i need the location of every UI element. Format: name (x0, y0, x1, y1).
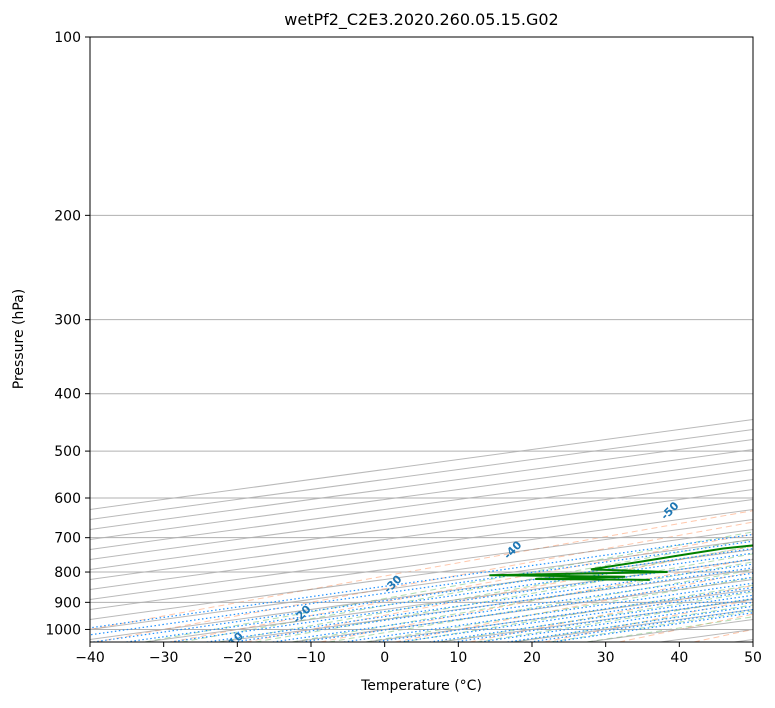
moist-adiabat-line (586, 616, 753, 642)
isotherm-line (90, 518, 753, 610)
x-tick-label: 0 (380, 650, 389, 666)
mixing-ratio-line (399, 590, 753, 642)
y-tick-label: 700 (54, 531, 81, 547)
mixing-ratio-line (429, 594, 753, 642)
moist-adiabat-line (476, 598, 753, 642)
x-tick-label: 50 (744, 650, 762, 666)
x-tick-label: −20 (223, 650, 253, 666)
chart-title: wetPf2_C2E3.2020.260.05.15.G02 (284, 10, 559, 29)
y-tick-label: 600 (54, 491, 81, 507)
isotherm-line (90, 468, 753, 560)
x-tick-label: 30 (597, 650, 615, 666)
isotherm-line (656, 628, 753, 642)
isotherm-line (90, 478, 753, 570)
isotherm-line (141, 558, 753, 642)
y-tick-label: 100 (54, 30, 81, 46)
mixing-ratio-line (90, 533, 753, 629)
y-tick-label: 500 (54, 444, 81, 460)
moist-adiabat-line (365, 577, 753, 642)
moist-adiabat-line (218, 545, 753, 642)
isotherm-line (90, 458, 753, 550)
dry-adiabat-line (96, 521, 753, 642)
y-tick-label: 300 (54, 313, 81, 329)
mixing-ratio-line (374, 586, 753, 642)
dry-adiabat-line (469, 584, 753, 642)
mixing-ratio-line (126, 552, 753, 642)
x-axis-label: Temperature (°C) (361, 678, 482, 694)
y-tick-label: 200 (54, 208, 81, 224)
isotherm-line (435, 598, 753, 642)
mixing-ratio-line (93, 547, 753, 642)
x-tick-label: 40 (670, 650, 688, 666)
isotherm-line (509, 608, 753, 642)
isotherm-line (90, 538, 753, 630)
dry-adiabat-label: -30 (381, 572, 404, 595)
dry-adiabat-line (90, 510, 753, 630)
y-tick-label: 1000 (45, 622, 81, 638)
x-tick-label: −30 (149, 650, 179, 666)
x-tick-label: −10 (296, 650, 326, 666)
moist-adiabat-line (255, 553, 753, 642)
dry-adiabat-label: -40 (501, 538, 524, 561)
x-tick-label: −40 (75, 650, 105, 666)
plot-frame (89, 36, 754, 643)
y-tick-label: 800 (54, 565, 81, 581)
dry-adiabat-line (320, 558, 753, 642)
x-tick-label: 20 (523, 650, 541, 666)
isotherm-line (90, 508, 753, 600)
y-tick-label: 900 (54, 595, 81, 611)
dry-adiabat-line (245, 545, 753, 642)
x-tick-label: 10 (449, 650, 467, 666)
dry-adiabat-line (619, 613, 753, 642)
dry-adiabat-line (769, 37, 775, 642)
dry-adiabat-line (395, 571, 753, 642)
isotherm-line (90, 498, 753, 590)
isotherm-line (90, 488, 753, 580)
y-axis-label: Pressure (hPa) (11, 288, 27, 390)
isotherm-line (90, 528, 753, 620)
dry-adiabat-label: -50 (658, 499, 681, 522)
mixing-ratio-line (343, 582, 753, 642)
moist-adiabat-line (144, 531, 753, 642)
y-tick-label: 400 (54, 387, 81, 403)
moist-adiabat-line (402, 584, 753, 642)
moist-adiabat-line (328, 569, 753, 642)
